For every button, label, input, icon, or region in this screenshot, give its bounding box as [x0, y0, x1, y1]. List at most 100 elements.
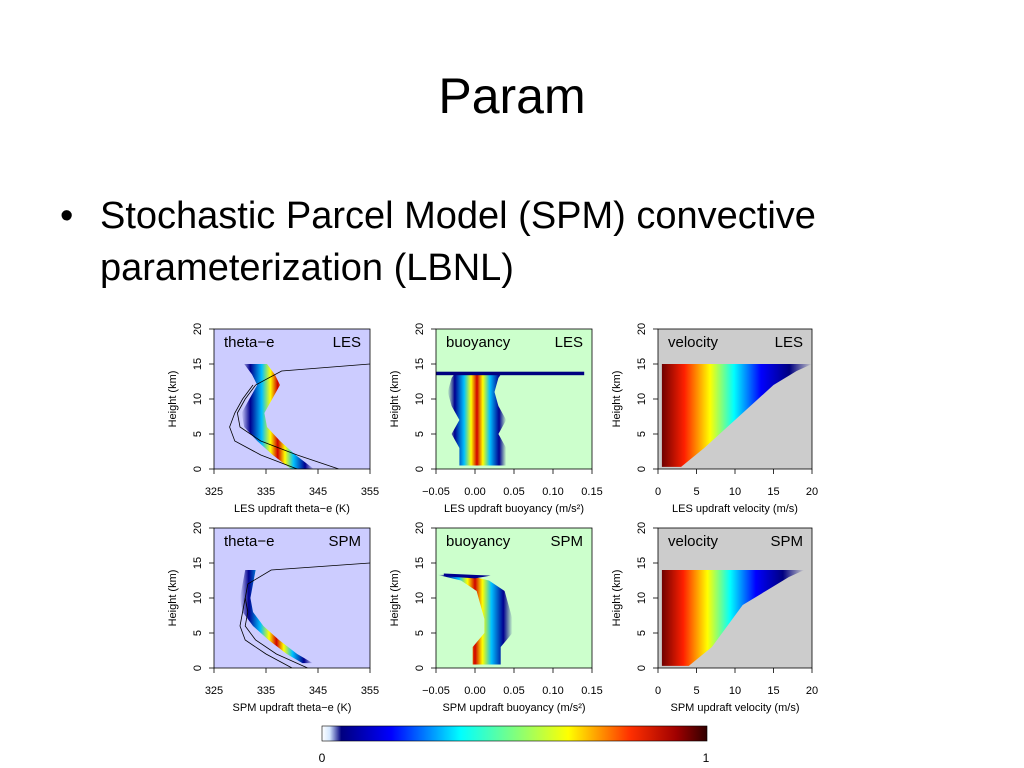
y-tick-label: 15 [414, 557, 426, 569]
panel-source-label: LES [333, 334, 361, 351]
panel-background [214, 329, 370, 469]
chart-panel-5: −0.05 0.00 0.05 0.10 0.15 0 5 10 15 20 Height (km)… [389, 522, 603, 714]
x-tick-label: 0.00 [464, 486, 485, 498]
y-tick-label: 10 [414, 592, 426, 604]
x-tick-label: 0.10 [542, 486, 563, 498]
colorbar-max-label: 1 [703, 751, 710, 765]
heatmap-field [229, 363, 370, 469]
buoyancy-distribution [437, 574, 513, 665]
x-tick-label: 20 [806, 685, 818, 697]
y-axis-label: Height (km) [389, 570, 401, 627]
panel-variable-label: buoyancy [446, 334, 511, 351]
y-axis-label: Height (km) [611, 371, 623, 428]
x-axis-label: SPM updraft theta−e (K) [233, 702, 352, 714]
chart-panel-6: 0 5 10 15 20 0 5 10 15 20 Height (km) SPM updraft v… [611, 522, 818, 714]
bullet-icon: • [60, 195, 74, 237]
y-tick-label: 5 [414, 630, 426, 636]
environment-profile [244, 562, 370, 668]
y-tick-label: 20 [636, 522, 648, 534]
chart-panel-3: 0 5 10 15 20 0 5 10 15 20 Height (km) LES updraft v… [611, 323, 818, 515]
heatmap-field [239, 562, 370, 668]
y-tick-label: 20 [414, 323, 426, 335]
saturation-profile [229, 384, 298, 469]
panel-variable-label: velocity [668, 334, 719, 351]
y-tick-label: 0 [636, 466, 648, 472]
x-tick-label: 15 [767, 486, 779, 498]
panel-source-label: LES [775, 334, 803, 351]
y-axis-label: Height (km) [167, 371, 179, 428]
y-tick-label: 15 [192, 557, 204, 569]
panel-source-label: SPM [770, 533, 803, 550]
x-tick-label: 5 [693, 486, 699, 498]
y-axis-label: Height (km) [611, 570, 623, 627]
y-tick-label: 0 [636, 665, 648, 671]
y-tick-label: 20 [192, 522, 204, 534]
x-tick-label: 345 [309, 685, 327, 697]
heatmap-field [436, 371, 585, 466]
x-axis-label: LES updraft velocity (m/s) [672, 503, 798, 515]
y-tick-label: 5 [636, 431, 648, 437]
heatmap-field [661, 364, 812, 467]
panel-background [436, 528, 592, 668]
x-tick-label: 335 [257, 685, 275, 697]
y-tick-label: 0 [192, 466, 204, 472]
y-tick-label: 15 [636, 557, 648, 569]
heatmap-field [437, 573, 513, 665]
x-axis-label: SPM updraft velocity (m/s) [671, 702, 800, 714]
tropopause-band [436, 371, 585, 376]
y-axis-label: Height (km) [167, 570, 179, 627]
slide-title: Param [438, 68, 586, 124]
y-tick-label: 5 [636, 630, 648, 636]
x-tick-label: 355 [361, 486, 379, 498]
x-tick-label: 0.00 [464, 685, 485, 697]
x-tick-label: 0.15 [581, 685, 602, 697]
y-tick-label: 5 [192, 431, 204, 437]
x-tick-label: −0.05 [422, 486, 450, 498]
x-tick-label: 10 [729, 685, 741, 697]
y-tick-label: 5 [192, 630, 204, 636]
y-tick-label: 0 [414, 466, 426, 472]
y-tick-label: 10 [636, 592, 648, 604]
heatmap-field [661, 570, 805, 666]
panel-variable-label: buoyancy [446, 533, 511, 550]
velocity-distribution [661, 364, 812, 467]
panel-source-label: LES [555, 334, 583, 351]
x-tick-label: 325 [205, 685, 223, 697]
x-tick-label: 10 [729, 486, 741, 498]
panel-variable-label: velocity [668, 533, 719, 550]
x-tick-label: 0.05 [503, 685, 524, 697]
bullet-text: Stochastic Parcel Model (SPM) convective… [100, 195, 816, 289]
x-tick-label: 325 [205, 486, 223, 498]
y-tick-label: 15 [414, 358, 426, 370]
y-tick-label: 10 [636, 393, 648, 405]
panel-source-label: SPM [328, 533, 361, 550]
y-tick-label: 10 [192, 393, 204, 405]
x-axis-label: LES updraft buoyancy (m/s²) [444, 503, 584, 515]
x-axis-label: SPM updraft buoyancy (m/s²) [442, 702, 585, 714]
y-tick-label: 0 [414, 665, 426, 671]
x-tick-label: 0.05 [503, 486, 524, 498]
y-tick-label: 10 [414, 393, 426, 405]
y-tick-label: 5 [414, 431, 426, 437]
colorbar-min-label: 0 [319, 751, 326, 765]
panel-source-label: SPM [550, 533, 583, 550]
saturation-profile [239, 597, 293, 668]
velocity-distribution [661, 570, 805, 666]
colorbar-gradient [321, 725, 708, 742]
x-tick-label: 0.15 [581, 486, 602, 498]
y-tick-label: 0 [192, 665, 204, 671]
x-tick-label: 5 [693, 685, 699, 697]
y-axis-label: Height (km) [389, 371, 401, 428]
y-tick-label: 20 [636, 323, 648, 335]
panel-variable-label: theta−e [224, 533, 274, 550]
chart-panel-2: −0.05 0.00 0.05 0.10 0.15 0 5 10 15 20 Height (km)… [389, 323, 603, 515]
x-tick-label: 335 [257, 486, 275, 498]
chart-panel-1: 325 335 345 355 0 5 10 15 20 Height (km) LES updra… [167, 323, 379, 515]
y-tick-label: 10 [192, 592, 204, 604]
chart-panel-4: 325 335 345 355 0 5 10 15 20 Height (km) SPM updra… [167, 522, 379, 714]
x-tick-label: 345 [309, 486, 327, 498]
environment-profile [236, 363, 370, 469]
theta-e-distribution [241, 364, 314, 469]
x-tick-label: −0.05 [422, 685, 450, 697]
